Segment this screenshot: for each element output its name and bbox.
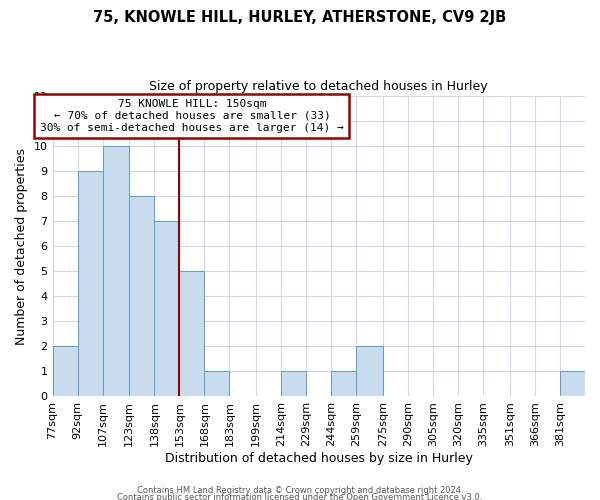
- Bar: [356, 346, 383, 397]
- Bar: [205, 372, 229, 396]
- Bar: [77, 171, 103, 396]
- Bar: [281, 372, 306, 396]
- Bar: [154, 221, 179, 396]
- Text: 75, KNOWLE HILL, HURLEY, ATHERSTONE, CV9 2JB: 75, KNOWLE HILL, HURLEY, ATHERSTONE, CV9…: [94, 10, 506, 25]
- Bar: [130, 196, 154, 396]
- Bar: [331, 372, 356, 396]
- Bar: [103, 146, 130, 396]
- Text: 75 KNOWLE HILL: 150sqm
← 70% of detached houses are smaller (33)
30% of semi-det: 75 KNOWLE HILL: 150sqm ← 70% of detached…: [40, 100, 344, 132]
- Text: Contains HM Land Registry data © Crown copyright and database right 2024.: Contains HM Land Registry data © Crown c…: [137, 486, 463, 495]
- X-axis label: Distribution of detached houses by size in Hurley: Distribution of detached houses by size …: [165, 452, 473, 465]
- Text: Contains public sector information licensed under the Open Government Licence v3: Contains public sector information licen…: [118, 494, 482, 500]
- Bar: [53, 346, 77, 397]
- Bar: [179, 271, 205, 396]
- Y-axis label: Number of detached properties: Number of detached properties: [15, 148, 28, 344]
- Bar: [560, 372, 585, 396]
- Title: Size of property relative to detached houses in Hurley: Size of property relative to detached ho…: [149, 80, 488, 93]
